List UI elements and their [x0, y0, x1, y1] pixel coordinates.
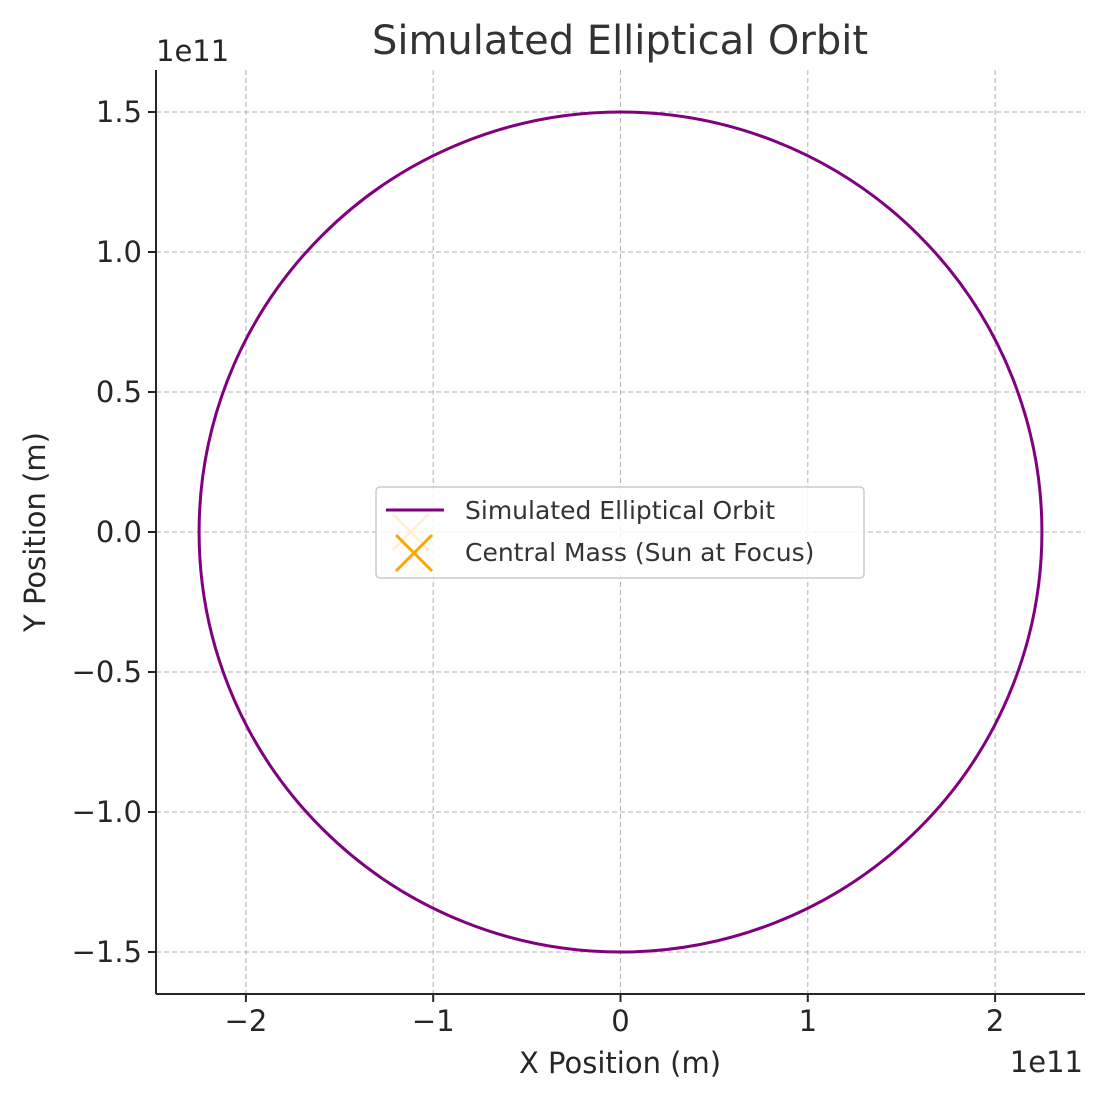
- y-ticks: −1.5 −1.0 −0.5 0.0 0.5 1.0 1.5: [72, 95, 156, 969]
- x-tick-label: −2: [225, 1004, 268, 1038]
- y-tick-label: 0.5: [96, 375, 142, 409]
- legend-sun-x-icon: [394, 533, 434, 573]
- y-tick-label: −0.5: [72, 655, 142, 689]
- chart-title: Simulated Elliptical Orbit: [372, 18, 868, 64]
- y-axis-label: Y Position (m): [18, 432, 52, 633]
- grid-lines: [156, 70, 1085, 994]
- x-tick-label: 1: [799, 1004, 817, 1038]
- y-offset-text: 1e11: [156, 34, 229, 68]
- y-tick-label: −1.0: [72, 795, 142, 829]
- legend-label-orbit: Simulated Elliptical Orbit: [465, 496, 775, 525]
- legend: Simulated Elliptical Orbit Central Mass …: [375, 486, 865, 579]
- x-ticks: −2 −1 0 1 2: [225, 994, 1004, 1038]
- y-tick-label: −1.5: [72, 935, 142, 969]
- x-tick-label: 2: [986, 1004, 1004, 1038]
- x-axis-label: X Position (m): [519, 1046, 721, 1080]
- x-tick-label: 0: [611, 1004, 629, 1038]
- legend-label-central-mass: Central Mass (Sun at Focus): [465, 538, 814, 567]
- orbit-line: [197, 110, 1044, 954]
- y-tick-label: 1.5: [96, 95, 142, 129]
- x-tick-label: −1: [412, 1004, 455, 1038]
- x-offset-text: 1e11: [1010, 1045, 1083, 1079]
- legend-box: [375, 486, 865, 579]
- y-tick-label: 1.0: [96, 235, 142, 269]
- y-tick-label: 0.0: [96, 515, 142, 549]
- legend-sun-swatch: [394, 533, 434, 573]
